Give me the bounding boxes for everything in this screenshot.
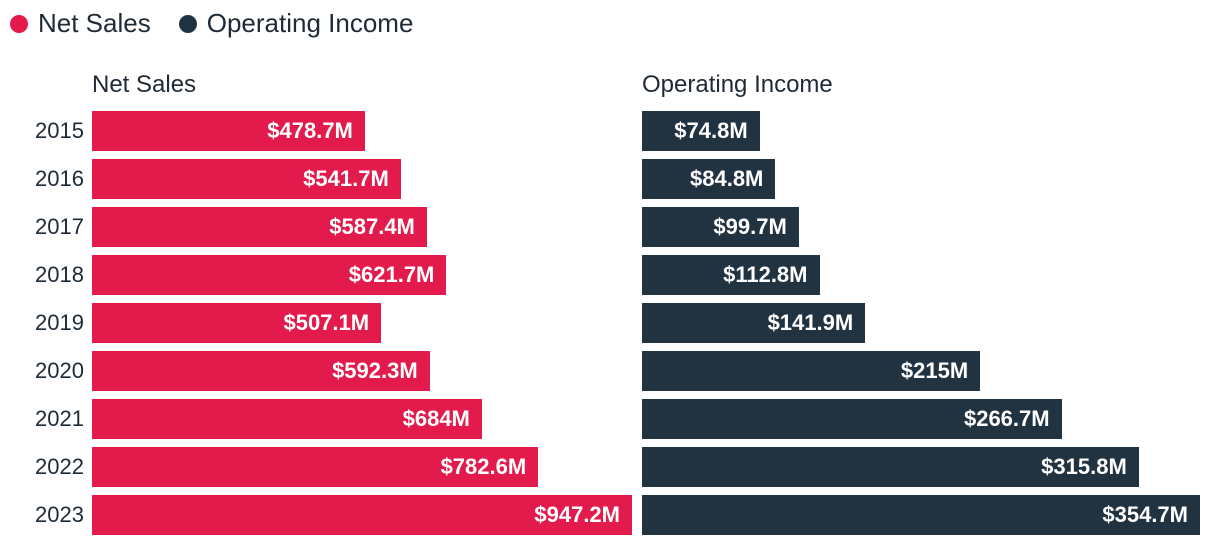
bar-operating-income: $215M$215M	[642, 351, 980, 391]
year-label: 2023	[10, 491, 90, 539]
bar-row: $84.8M$84.8M	[640, 155, 1210, 203]
bar-net-sales: $782.6M	[92, 447, 538, 487]
bar-row: $587.4M	[90, 203, 640, 251]
bar-net-sales: $592.3M	[92, 351, 430, 391]
bar-net-sales: $621.7M	[92, 255, 446, 295]
bar-row: $782.6M	[90, 443, 640, 491]
bar-row: $354.7M$354.7M	[640, 491, 1210, 539]
year-label: 2019	[10, 299, 90, 347]
year-label: 2020	[10, 347, 90, 395]
year-label: 2022	[10, 443, 90, 491]
bar-operating-income: $84.8M$84.8M	[642, 159, 775, 199]
series-operating-income: Operating Income $74.8M$74.8M $84.8M$84.…	[640, 67, 1210, 539]
bar-value-label: $478.7M	[267, 118, 353, 144]
bar-value-label: $684M	[403, 406, 470, 432]
bar-value-label: $621.7M	[349, 262, 435, 288]
chart-container: Net Sales Operating Income 2015 2016 201…	[0, 0, 1220, 554]
chart-columns: 2015 2016 2017 2018 2019 2020 2021 2022 …	[10, 67, 1210, 539]
bar-value-label: $74.8M	[674, 118, 747, 144]
bar-net-sales: $587.4M	[92, 207, 427, 247]
bar-operating-income: $141.9M$141.9M	[642, 303, 865, 343]
year-label: 2021	[10, 395, 90, 443]
year-label: 2016	[10, 155, 90, 203]
bar-value-label: $99.7M	[713, 214, 786, 240]
bar-net-sales: $684M	[92, 399, 482, 439]
bar-net-sales: $947.2M	[92, 495, 632, 535]
bar-row: $74.8M$74.8M	[640, 107, 1210, 155]
year-label: 2015	[10, 107, 90, 155]
year-axis-spacer	[10, 67, 90, 107]
bar-net-sales: $507.1M	[92, 303, 381, 343]
bar-value-label: $782.6M	[441, 454, 527, 480]
year-label: 2018	[10, 251, 90, 299]
bar-row: $266.7M$266.7M	[640, 395, 1210, 443]
bar-net-sales: $478.7M	[92, 111, 365, 151]
bar-row: $947.2M	[90, 491, 640, 539]
bar-operating-income: $74.8M$74.8M	[642, 111, 760, 151]
legend-dot-net-sales	[10, 15, 28, 33]
bar-value-label: $141.9M	[768, 310, 854, 336]
bar-net-sales: $541.7M	[92, 159, 401, 199]
bar-row: $507.1M	[90, 299, 640, 347]
bar-value-label: $587.4M	[329, 214, 415, 240]
legend-item-operating-income: Operating Income	[179, 8, 414, 39]
bar-row: $621.7M	[90, 251, 640, 299]
bar-operating-income: $315.8M$315.8M	[642, 447, 1139, 487]
bar-row: $315.8M$315.8M	[640, 443, 1210, 491]
bar-operating-income: $266.7M$266.7M	[642, 399, 1062, 439]
bar-value-label: $541.7M	[303, 166, 389, 192]
bar-value-label: $215M	[901, 358, 968, 384]
bar-row: $99.7M$99.7M	[640, 203, 1210, 251]
bar-value-label: $947.2M	[534, 502, 620, 528]
series-title-net-sales: Net Sales	[90, 67, 640, 107]
bar-operating-income: $354.7M$354.7M	[642, 495, 1200, 535]
bar-value-label: $315.8M	[1041, 454, 1127, 480]
bar-operating-income: $112.8M$112.8M	[642, 255, 820, 295]
legend: Net Sales Operating Income	[10, 8, 1210, 39]
bar-value-label: $84.8M	[690, 166, 763, 192]
series-net-sales: Net Sales $478.7M $541.7M $587.4M $621.7…	[90, 67, 640, 539]
bar-row: $541.7M	[90, 155, 640, 203]
bar-row: $684M	[90, 395, 640, 443]
legend-label-operating-income: Operating Income	[207, 8, 414, 39]
bar-value-label: $507.1M	[283, 310, 369, 336]
bar-row: $112.8M$112.8M	[640, 251, 1210, 299]
legend-item-net-sales: Net Sales	[10, 8, 151, 39]
legend-dot-operating-income	[179, 15, 197, 33]
bar-row: $592.3M	[90, 347, 640, 395]
bar-row: $215M$215M	[640, 347, 1210, 395]
bar-value-label: $112.8M	[723, 262, 807, 288]
series-title-operating-income: Operating Income	[640, 67, 1210, 107]
legend-label-net-sales: Net Sales	[38, 8, 151, 39]
bar-row: $141.9M$141.9M	[640, 299, 1210, 347]
year-label: 2017	[10, 203, 90, 251]
year-axis: 2015 2016 2017 2018 2019 2020 2021 2022 …	[10, 67, 90, 539]
bar-row: $478.7M	[90, 107, 640, 155]
bar-operating-income: $99.7M$99.7M	[642, 207, 799, 247]
bar-value-label: $592.3M	[332, 358, 418, 384]
bar-value-label: $266.7M	[964, 406, 1050, 432]
bar-value-label: $354.7M	[1102, 502, 1188, 528]
